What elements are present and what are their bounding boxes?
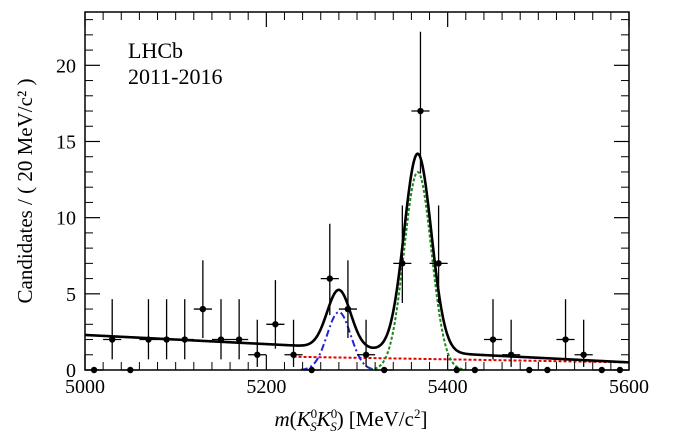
data-point [320, 223, 339, 316]
x-tick-label: 5600 [609, 376, 649, 398]
data-point [338, 260, 357, 339]
data-point [175, 299, 194, 360]
x-tick-label: 5400 [428, 376, 468, 398]
data-marker [217, 336, 225, 343]
period-label: 2011-2016 [128, 64, 223, 89]
data-point [357, 319, 376, 367]
data-point [556, 299, 575, 360]
data-point [230, 299, 249, 360]
x-axis-ticks: 5000 5200 5400 5600 [65, 12, 649, 398]
y-tick-label: 15 [56, 131, 76, 153]
data-point [248, 319, 267, 367]
data-point [483, 299, 503, 360]
data-marker [399, 260, 406, 267]
data-point [393, 205, 412, 303]
data-marker [290, 351, 297, 358]
data-point [211, 299, 231, 360]
data-marker [417, 107, 424, 115]
x-tick-label: 5200 [246, 376, 286, 398]
data-marker [326, 275, 333, 282]
data-marker [362, 351, 370, 358]
data-marker [181, 336, 188, 343]
y-axis-title: Candidates / ( 20 MeV/c² ) [13, 79, 37, 304]
x-axis-title: m(K0 SK0 S) [MeV/c2] [274, 406, 427, 434]
y-tick-label: 0 [66, 360, 76, 382]
y-tick-label: 10 [56, 208, 76, 230]
data-points [85, 31, 629, 374]
data-point [157, 299, 176, 360]
data-point [193, 260, 212, 339]
x-tick-label: 5000 [65, 376, 105, 398]
data-marker [272, 321, 279, 328]
data-marker [580, 351, 587, 358]
y-axis-ticks: 0 5 10 15 20 [56, 19, 629, 382]
data-marker [254, 351, 261, 358]
fit-curve-combinatorial [293, 355, 630, 364]
fit-curve-bs-signal [369, 170, 466, 371]
data-point [284, 319, 303, 367]
data-point [411, 31, 430, 174]
data-marker [507, 351, 515, 358]
data-marker [145, 336, 152, 343]
data-point [429, 205, 448, 303]
data-point [574, 319, 593, 367]
experiment-label: LHCb [128, 38, 183, 63]
data-marker [562, 336, 569, 343]
data-marker [489, 336, 497, 343]
data-point [266, 280, 285, 349]
data-marker [109, 336, 116, 343]
data-marker [163, 336, 170, 343]
data-point [103, 299, 122, 360]
data-marker [235, 336, 243, 343]
y-tick-label: 5 [66, 284, 76, 306]
data-point [139, 299, 158, 360]
data-marker [344, 305, 352, 313]
data-point [502, 319, 521, 367]
data-marker [199, 305, 207, 313]
data-marker [435, 260, 442, 267]
y-tick-label: 20 [56, 55, 76, 77]
